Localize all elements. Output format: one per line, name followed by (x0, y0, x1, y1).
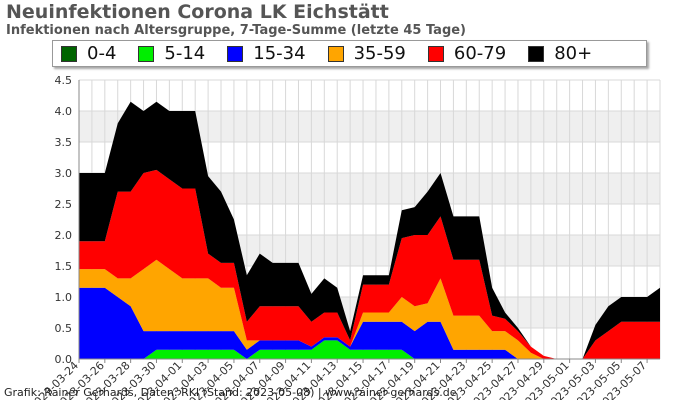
series-area-15-34 (79, 287, 660, 359)
legend-item: 15-34 (227, 43, 306, 64)
y-tick-label: 3.0 (55, 167, 73, 180)
legend-label: 15-34 (253, 43, 306, 64)
y-tick-label: 3.5 (55, 136, 73, 149)
y-tick-label: 2.0 (55, 229, 73, 242)
footer-credit: Grafik: Rainer Gerhards, Daten: RKI (Sta… (4, 386, 457, 399)
legend-item: 0-4 (61, 43, 116, 64)
series-area-35-59 (79, 259, 660, 359)
chart-title: Neuinfektionen Corona LK Eichstätt (6, 1, 389, 23)
legend-item: 60-79 (427, 43, 507, 64)
y-tick-label: 1.5 (55, 260, 73, 273)
y-tick-label: 4.5 (55, 74, 73, 87)
legend-swatch (61, 45, 77, 62)
legend-swatch (427, 45, 444, 62)
legend-label: 5-14 (164, 43, 206, 64)
series-area-60-79 (79, 169, 660, 359)
y-tick-label: 1.0 (55, 291, 73, 304)
legend-label: 80+ (554, 43, 593, 64)
legend-label: 0-4 (87, 43, 117, 64)
y-tick-label: 2.5 (55, 198, 73, 211)
legend-swatch (528, 45, 545, 62)
y-tick-label: 4.0 (55, 105, 73, 118)
legend-item: 5-14 (138, 43, 205, 64)
legend-swatch (227, 45, 244, 62)
y-tick-label: 0.5 (55, 322, 73, 335)
legend-label: 60-79 (453, 43, 507, 64)
legend-label: 35-59 (353, 43, 406, 64)
legend-item: 80+ (528, 43, 592, 64)
series-area-80+ (79, 101, 660, 359)
legend-item: 35-59 (327, 43, 406, 64)
y-tick-label: 0.0 (55, 353, 73, 366)
legend-swatch (138, 45, 155, 62)
legend-swatch (327, 45, 344, 62)
chart-legend: 0-4 5-14 15-34 35-59 60-79 80+ (52, 40, 647, 67)
chart-subtitle: Infektionen nach Altersgruppe, 7-Tage-Su… (6, 23, 467, 38)
